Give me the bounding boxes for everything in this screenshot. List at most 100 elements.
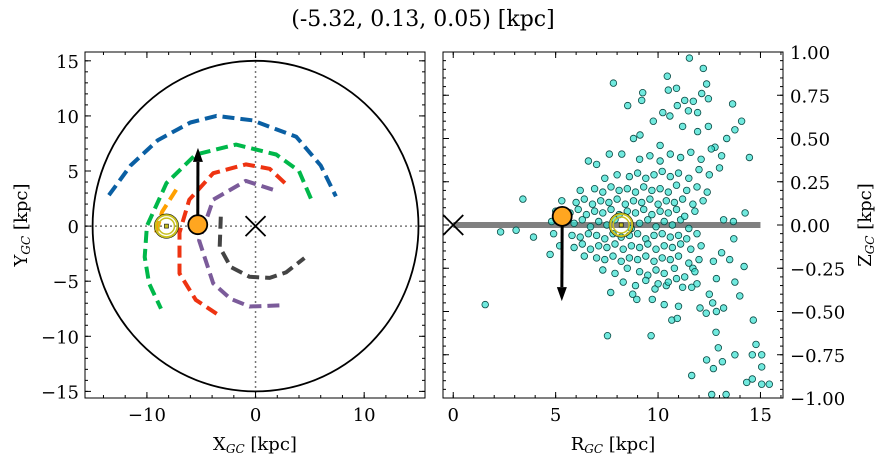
scatter-point — [496, 228, 505, 236]
spiral-arm-blue — [107, 113, 338, 198]
scatter-point — [660, 217, 668, 226]
scatter-point — [752, 340, 760, 349]
scatter-point — [685, 259, 693, 267]
scatter-point — [635, 219, 644, 227]
scatter-point — [640, 183, 648, 191]
y-axis-label: ZGC [kpc] — [855, 183, 877, 267]
y-axis-label-part: GC — [19, 236, 33, 255]
scatter-point — [648, 295, 656, 304]
scatter-point — [582, 210, 591, 219]
scatter-point — [588, 200, 597, 208]
scatter-point — [580, 195, 588, 203]
scatter-point — [702, 309, 710, 317]
scatter-point — [672, 84, 681, 92]
scatter-point — [699, 64, 707, 73]
scatter-point — [758, 351, 766, 359]
scatter-point — [629, 197, 638, 205]
scatter-point — [635, 155, 644, 163]
scatter-point — [646, 152, 654, 160]
scatter-point — [666, 233, 674, 241]
scatter-point — [642, 276, 650, 285]
scatter-point — [699, 197, 707, 205]
spiral-arm-orange — [152, 188, 178, 239]
scatter-point — [625, 172, 634, 181]
y-tick-label: −0.75 — [790, 346, 845, 367]
scatter-point — [656, 207, 664, 215]
scatter-point — [681, 212, 689, 220]
scatter-point — [664, 188, 672, 196]
galactic-center-marker — [244, 215, 267, 237]
scatter-point — [635, 268, 644, 276]
scatter-point — [650, 171, 658, 179]
scatter-point — [654, 200, 662, 208]
x-axis-label: RGC [kpc] — [571, 434, 656, 456]
scatter-point — [674, 169, 683, 177]
scatter-point — [729, 217, 738, 226]
y-tick-label: −15 — [41, 382, 79, 403]
scatter-point — [625, 254, 634, 262]
scatter-point — [709, 257, 718, 265]
scatter-point — [688, 283, 696, 291]
scatter-point — [635, 243, 644, 252]
x-tick-label: 10 — [647, 405, 670, 426]
y-tick-label: −10 — [41, 327, 79, 348]
axes-frame — [442, 51, 784, 399]
scatter-point — [529, 233, 538, 241]
y-tick-label: 15 — [56, 52, 79, 73]
scatter-point — [672, 181, 681, 189]
scatter-point — [758, 363, 766, 371]
y-tick-label: −5 — [52, 272, 79, 293]
scatter-point — [654, 280, 662, 288]
scatter-point — [578, 240, 586, 248]
scatter-point — [623, 184, 631, 193]
scatter-point — [644, 216, 652, 224]
scatter-point — [592, 254, 601, 262]
scatter-point — [642, 252, 650, 260]
scatter-point — [576, 233, 584, 241]
scatter-point — [688, 371, 696, 380]
scatter-point — [607, 183, 615, 191]
scatter-point — [758, 380, 766, 388]
scatter-point — [703, 188, 711, 196]
scatter-point — [592, 160, 601, 169]
y-axis-label: YGC [kpc] — [11, 184, 33, 268]
scatter-point — [631, 209, 640, 217]
scatter-point — [731, 351, 739, 359]
scatter-point — [691, 207, 699, 215]
scatter-point — [660, 300, 668, 309]
scatter-point — [546, 250, 554, 259]
scatter-point — [709, 299, 717, 307]
scatter-point — [639, 88, 647, 97]
x-axis-label-part: R — [571, 434, 585, 455]
y-tick-label: 5 — [68, 162, 79, 183]
scatter-point — [678, 122, 687, 131]
scatter-point — [584, 157, 593, 165]
sun-symbol — [154, 214, 179, 239]
scatter-point — [687, 245, 695, 253]
scatter-point — [481, 300, 489, 309]
scatter-point — [618, 150, 626, 158]
scatter-point — [658, 254, 666, 262]
scatter-point — [674, 252, 683, 260]
scatter-point — [603, 332, 612, 340]
scatter-point — [702, 80, 711, 88]
scatter-point — [611, 269, 619, 278]
scatter-point — [685, 174, 693, 182]
scatter-point — [609, 252, 617, 260]
scatter-point — [749, 316, 757, 324]
x-tick-label: 0 — [250, 405, 261, 426]
scatter-point — [718, 358, 727, 366]
scatter-point — [599, 209, 607, 217]
scatter-point — [586, 222, 595, 231]
scatter-point — [697, 155, 705, 163]
scatter-point — [599, 266, 607, 274]
scatter-point — [652, 266, 660, 274]
scatter-point — [731, 278, 739, 286]
scatter-point — [609, 79, 618, 87]
scatter-point — [584, 229, 593, 238]
scatter-point — [712, 274, 721, 283]
y-tick-label: 10 — [56, 107, 79, 128]
scatter-point — [695, 165, 703, 174]
y-tick-label: −1.00 — [790, 389, 845, 410]
